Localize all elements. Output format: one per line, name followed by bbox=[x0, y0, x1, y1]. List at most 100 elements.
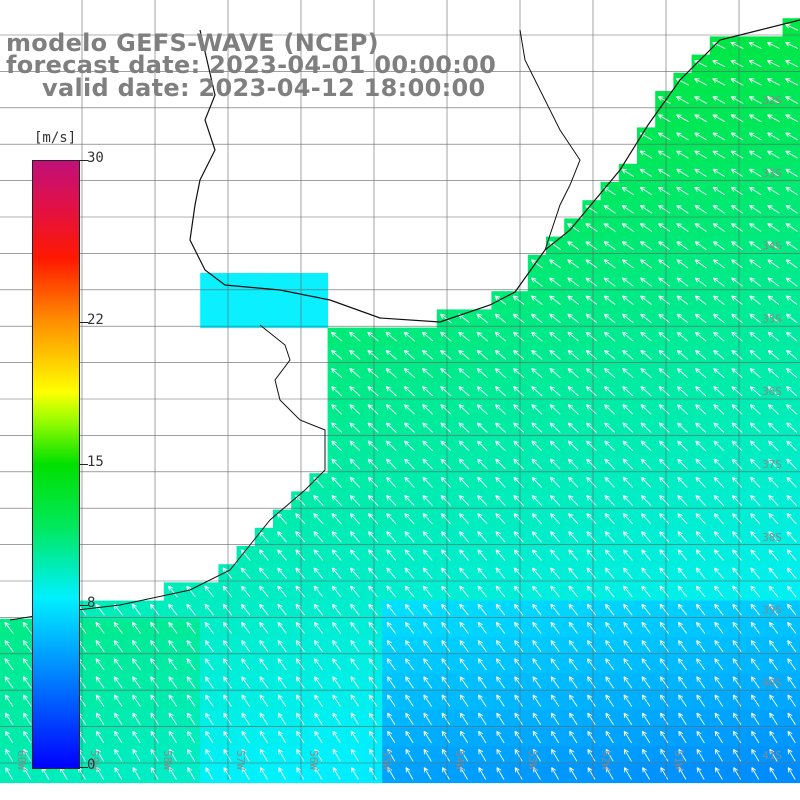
colorbar-tick bbox=[80, 767, 88, 768]
wind-arrow bbox=[695, 386, 707, 397]
wind-arrow bbox=[386, 640, 396, 652]
wind-arrow bbox=[748, 60, 762, 68]
wind-arrow bbox=[113, 640, 123, 652]
wind-speed-cell bbox=[782, 618, 800, 638]
wind-arrow bbox=[730, 132, 744, 141]
wind-arrow bbox=[713, 549, 724, 561]
wind-arrow bbox=[549, 277, 561, 287]
wind-arrow bbox=[259, 621, 269, 634]
wind-arrow bbox=[549, 476, 561, 488]
wind-arrow bbox=[676, 96, 689, 104]
wind-arrow bbox=[295, 621, 305, 634]
wind-arrow bbox=[694, 186, 707, 196]
wind-arrow bbox=[96, 767, 104, 780]
wind-arrow bbox=[441, 712, 451, 726]
wind-arrow bbox=[132, 712, 141, 726]
wind-arrow bbox=[477, 621, 487, 634]
wind-arrow bbox=[603, 349, 616, 360]
wind-arrow bbox=[514, 767, 523, 780]
wind-arrow bbox=[768, 603, 779, 616]
wind-arrow bbox=[748, 150, 762, 159]
wind-speed-cell bbox=[782, 691, 800, 711]
wind-arrow bbox=[332, 658, 342, 671]
wind-arrow bbox=[732, 694, 742, 707]
wind-arrow bbox=[550, 531, 561, 543]
wind-arrow bbox=[694, 204, 707, 214]
wind-arrow bbox=[585, 223, 598, 232]
wind-arrow bbox=[132, 748, 141, 762]
wind-arrow bbox=[204, 603, 214, 616]
wind-arrow bbox=[387, 748, 396, 762]
wind-arrow bbox=[730, 204, 744, 214]
wind-arrow bbox=[204, 640, 214, 652]
wind-arrow bbox=[568, 658, 578, 671]
wind-arrow bbox=[277, 621, 287, 634]
wind-arrow bbox=[531, 404, 543, 415]
wind-arrow bbox=[368, 676, 378, 689]
wind-arrow bbox=[494, 331, 507, 342]
wind-speed-cell bbox=[782, 527, 800, 547]
longitude-label: 51W bbox=[672, 750, 685, 770]
wind-arrow bbox=[458, 349, 470, 360]
wind-arrow bbox=[295, 513, 306, 525]
wind-arrow bbox=[314, 694, 323, 707]
latitude-label: 40S bbox=[762, 676, 782, 689]
wind-arrow bbox=[586, 658, 596, 671]
wind-arrow bbox=[714, 712, 724, 726]
wind-arrow bbox=[749, 168, 762, 177]
wind-arrow bbox=[296, 767, 305, 780]
wind-arrow bbox=[113, 658, 123, 671]
wind-arrow bbox=[204, 694, 214, 707]
wind-arrow bbox=[204, 621, 214, 634]
wind-arrow bbox=[604, 422, 616, 433]
wind-arrow bbox=[350, 694, 360, 707]
wind-arrow bbox=[422, 404, 434, 415]
wind-arrow bbox=[494, 295, 507, 305]
wind-arrow bbox=[750, 531, 761, 543]
wind-arrow bbox=[458, 368, 470, 379]
wind-speed-cell bbox=[254, 309, 274, 329]
wind-arrow bbox=[604, 476, 615, 488]
wind-arrow bbox=[785, 78, 799, 86]
wind-arrow bbox=[404, 585, 415, 598]
wind-arrow bbox=[514, 748, 523, 762]
wind-arrow bbox=[731, 241, 744, 251]
wind-arrow bbox=[95, 694, 105, 707]
wind-arrow bbox=[713, 440, 725, 452]
wind-arrow bbox=[422, 567, 433, 579]
wind-arrow bbox=[785, 295, 798, 305]
wind-arrow bbox=[368, 658, 378, 671]
wind-arrow bbox=[531, 549, 542, 561]
wind-arrow bbox=[640, 313, 652, 324]
wind-arrow bbox=[531, 531, 542, 543]
wind-arrow bbox=[240, 585, 251, 598]
wind-arrow bbox=[568, 640, 578, 652]
wind-arrow bbox=[676, 132, 689, 141]
wind-arrow bbox=[768, 494, 779, 506]
wind-arrow bbox=[696, 748, 705, 762]
wind-arrow bbox=[350, 748, 359, 762]
wind-arrow bbox=[641, 603, 651, 616]
wind-arrow bbox=[786, 494, 797, 506]
wind-arrow bbox=[750, 549, 761, 561]
wind-arrow bbox=[404, 621, 415, 634]
wind-arrow bbox=[403, 386, 416, 397]
wind-arrow bbox=[586, 567, 597, 579]
wind-arrow bbox=[749, 277, 762, 287]
wind-arrow bbox=[785, 96, 799, 104]
wind-arrow bbox=[476, 386, 488, 397]
wind-arrow bbox=[769, 730, 778, 744]
wind-arrow bbox=[751, 748, 760, 762]
wind-arrow bbox=[748, 78, 762, 86]
wind-arrow bbox=[641, 658, 651, 671]
wind-arrow bbox=[496, 694, 505, 707]
wind-arrow bbox=[513, 567, 524, 579]
wind-arrow bbox=[787, 658, 797, 671]
wind-arrow bbox=[313, 567, 324, 579]
wind-arrow bbox=[186, 712, 196, 726]
wind-arrow bbox=[23, 767, 32, 780]
wind-arrow bbox=[95, 730, 105, 744]
wind-arrow bbox=[640, 404, 652, 415]
wind-arrow bbox=[549, 368, 561, 379]
